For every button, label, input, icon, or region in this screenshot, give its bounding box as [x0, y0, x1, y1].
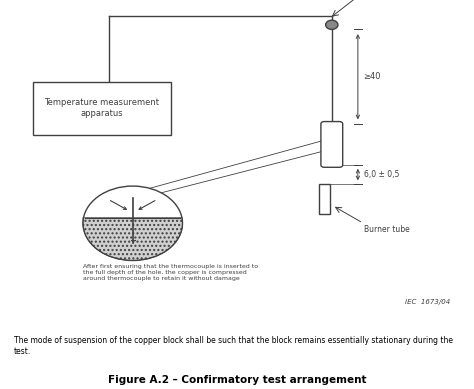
Text: Burner tube: Burner tube: [364, 225, 410, 234]
Polygon shape: [83, 218, 182, 261]
Text: After first ensuring that the thermocouple is inserted to
the full depth of the : After first ensuring that the thermocoup…: [83, 264, 258, 280]
Circle shape: [326, 20, 338, 30]
Text: Figure A.2 – Confirmatory test arrangement: Figure A.2 – Confirmatory test arrangeme…: [108, 375, 366, 385]
Text: 6,0 ± 0,5: 6,0 ± 0,5: [364, 170, 399, 179]
FancyBboxPatch shape: [321, 122, 343, 167]
Text: Temperature measurement
apparatus: Temperature measurement apparatus: [45, 98, 159, 118]
Bar: [319, 184, 330, 214]
Text: ≥40: ≥40: [364, 72, 381, 81]
Bar: [33, 82, 171, 135]
Text: The mode of suspension of the copper block shall be such that the block remains : The mode of suspension of the copper blo…: [14, 336, 453, 356]
Text: IEC  1673/04: IEC 1673/04: [405, 300, 450, 305]
